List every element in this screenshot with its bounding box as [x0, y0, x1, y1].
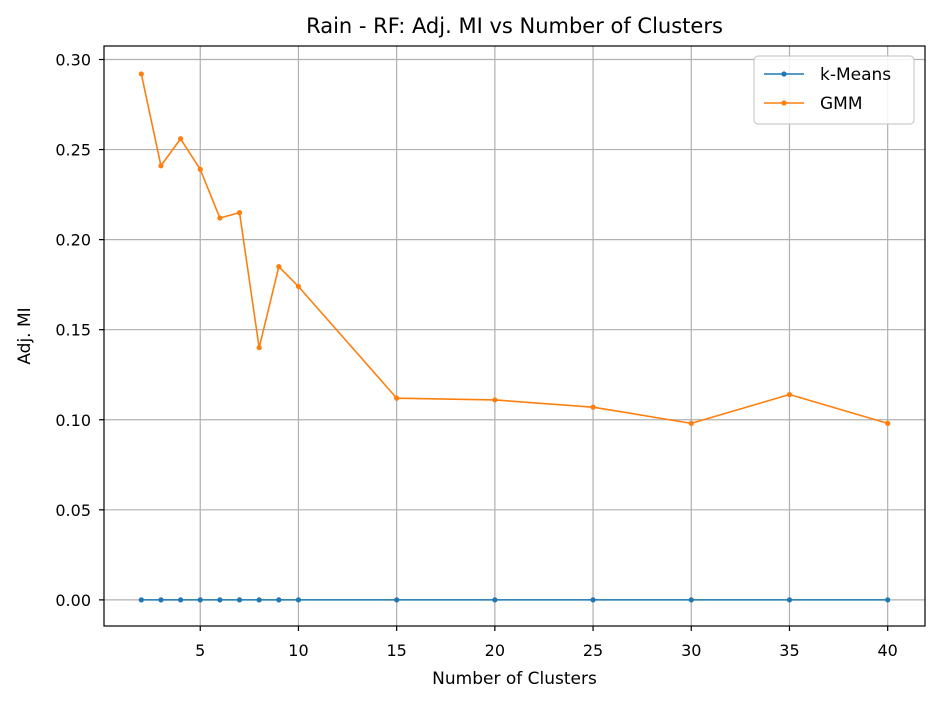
data-point-gmm	[276, 264, 282, 270]
data-point-gmm	[885, 420, 891, 426]
x-tick-label: 5	[195, 641, 205, 660]
legend-marker-gmm	[781, 100, 787, 106]
data-point-k-means	[138, 597, 144, 603]
y-tick-label: 0.30	[55, 51, 91, 70]
x-tick-label: 30	[681, 641, 701, 660]
legend: k-Means GMM	[753, 55, 915, 125]
data-point-k-means	[236, 597, 243, 603]
data-point-k-means	[590, 597, 596, 603]
ticks: 5 10 15 20 25 30 35 40 0.00 0.05 0.10 0.15 0.20 0.25 0…	[55, 51, 897, 660]
data-point-gmm	[236, 210, 243, 216]
y-tick-label: 0.20	[55, 231, 91, 250]
data-point-k-means	[158, 597, 164, 603]
y-tick-label: 0.10	[55, 411, 91, 430]
legend-label-k-means: k-Means	[820, 65, 891, 85]
legend-box	[753, 55, 915, 125]
x-tick-label: 15	[386, 641, 406, 660]
data-point-k-means	[492, 597, 498, 603]
y-tick-label: 0.25	[55, 141, 91, 160]
x-axis-label: Number of Clusters	[432, 669, 597, 689]
chart-title: Rain - RF: Adj. MI vs Number of Clusters	[306, 14, 723, 38]
x-tick-label: 40	[878, 641, 898, 660]
data-point-gmm	[178, 136, 184, 142]
data-point-k-means	[276, 597, 282, 603]
data-point-gmm	[217, 215, 223, 221]
data-point-k-means	[217, 597, 223, 603]
y-tick-label: 0.00	[55, 591, 91, 610]
data-point-gmm	[197, 166, 203, 172]
data-point-gmm	[492, 397, 498, 403]
x-tick-label: 10	[288, 641, 308, 660]
data-point-k-means	[197, 597, 203, 603]
data-point-k-means	[295, 597, 302, 603]
x-tick-label: 35	[779, 641, 799, 660]
y-tick-label: 0.05	[55, 501, 91, 520]
legend-label-gmm: GMM	[820, 94, 863, 114]
y-tick-label: 0.15	[55, 321, 91, 340]
legend-marker-k-means	[781, 71, 787, 77]
y-axis-label: Adj. MI	[15, 307, 35, 364]
data-point-k-means	[178, 597, 184, 603]
data-point-k-means	[885, 597, 891, 603]
series-layer	[138, 71, 891, 603]
data-point-gmm	[138, 71, 144, 77]
data-point-k-means	[256, 597, 262, 603]
data-point-gmm	[256, 345, 262, 351]
data-point-gmm	[688, 420, 694, 426]
x-tick-label: 20	[485, 641, 505, 660]
x-tick-label: 25	[583, 641, 603, 660]
data-point-k-means	[394, 597, 400, 603]
data-point-gmm	[394, 395, 400, 401]
data-point-gmm	[295, 283, 302, 290]
data-point-gmm	[786, 391, 793, 398]
plot-frame	[103, 45, 926, 627]
data-point-k-means	[786, 597, 793, 603]
data-point-k-means	[688, 597, 694, 603]
data-point-gmm	[590, 404, 596, 410]
data-point-gmm	[158, 163, 164, 169]
